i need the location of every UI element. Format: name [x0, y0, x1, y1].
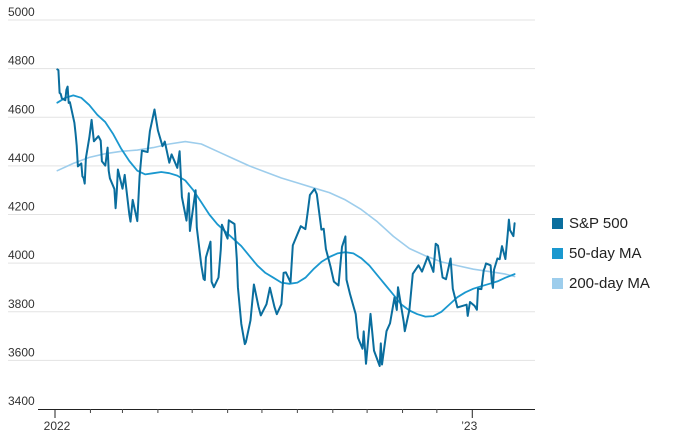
legend-swatch-50-day-ma — [552, 247, 563, 259]
legend: S&P 500 50-day MA 200-day MA — [552, 208, 650, 298]
y-tick-label-3400: 3400 — [8, 394, 35, 408]
series-line-s-p-500 — [56, 68, 516, 367]
y-tick-label-3600: 3600 — [8, 345, 35, 359]
legend-label-200-day-ma: 200-day MA — [569, 274, 650, 292]
y-tick-label-4800: 4800 — [8, 54, 35, 68]
x-tick-label: 2022 — [44, 419, 71, 433]
legend-item-50-day-ma: 50-day MA — [552, 238, 650, 268]
y-tick-label-4000: 4000 — [8, 248, 35, 262]
y-tick-label-5000: 5000 — [8, 5, 35, 19]
legend-item-sp500: S&P 500 — [552, 208, 650, 238]
series-line-200-day-ma — [56, 140, 516, 278]
x-tick-label: ’23 — [461, 419, 477, 433]
y-axis-labels: 3400 3600 3800 4000 4200 4400 4600 4800 5000 — [8, 5, 35, 408]
legend-item-200-day-ma: 200-day MA — [552, 268, 650, 298]
legend-label-sp500: S&P 500 — [569, 214, 628, 232]
x-axis: 2022 ’23 — [38, 409, 535, 433]
legend-swatch-sp500 — [552, 217, 563, 229]
legend-label-50-day-ma: 50-day MA — [569, 244, 642, 262]
grid-lines — [8, 19, 535, 361]
y-tick-label-4400: 4400 — [8, 151, 35, 165]
y-tick-label-4200: 4200 — [8, 200, 35, 214]
y-tick-label-3800: 3800 — [8, 297, 35, 311]
y-tick-label-4600: 4600 — [8, 102, 35, 116]
legend-swatch-200-day-ma — [552, 277, 563, 289]
series-line-50-day-ma — [56, 94, 516, 318]
series-lines — [56, 68, 516, 367]
